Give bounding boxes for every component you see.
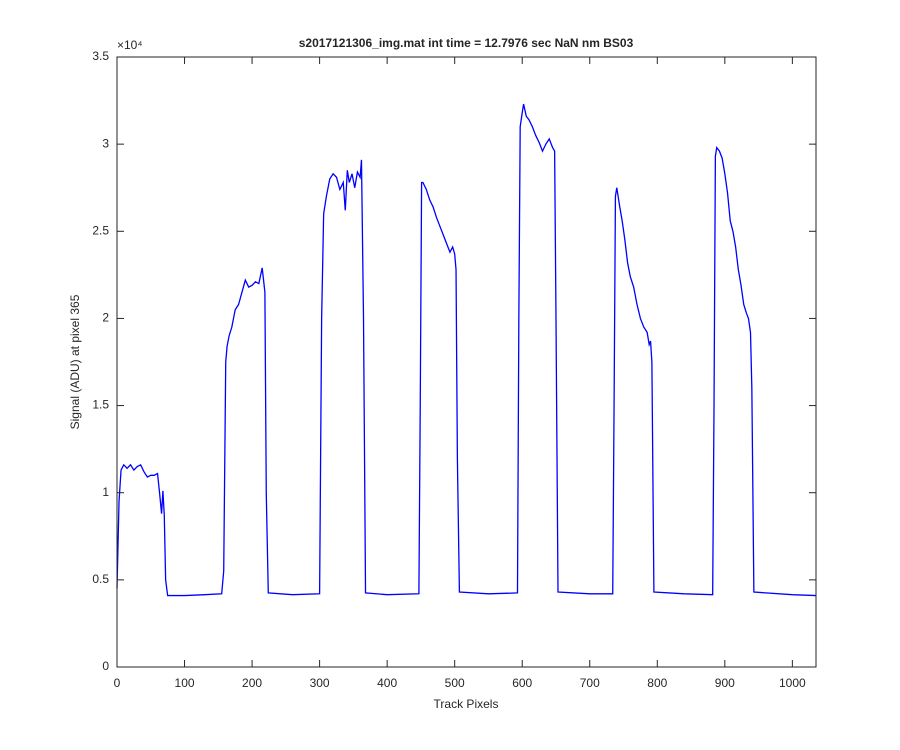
x-tick-label: 900 [715, 676, 735, 690]
y-axis-label: Signal (ADU) at pixel 365 [68, 294, 82, 429]
x-axis-label: Track Pixels [434, 697, 499, 711]
x-tick-label: 200 [242, 676, 262, 690]
y-tick-label: 1 [102, 485, 109, 499]
x-tick-label: 500 [445, 676, 465, 690]
x-tick-label: 400 [377, 676, 397, 690]
x-tick-label: 0 [114, 676, 121, 690]
y-tick-label: 0 [102, 659, 109, 673]
x-tick-label: 700 [580, 676, 600, 690]
x-tick-label: 800 [647, 676, 667, 690]
y-tick-label: 3.5 [92, 49, 109, 63]
y-exponent: ×10⁴ [117, 38, 143, 52]
axes-box [116, 56, 817, 668]
data-line [116, 103, 817, 597]
y-tick-label: 0.5 [92, 572, 109, 586]
y-tick-label: 1.5 [92, 398, 109, 412]
x-tick-label: 100 [175, 676, 195, 690]
x-tick-label: 600 [512, 676, 532, 690]
y-tick-label: 2 [102, 311, 109, 325]
x-tick-label: 300 [310, 676, 330, 690]
x-tick-label: 1000 [779, 676, 806, 690]
y-tick-label: 2.5 [92, 223, 109, 237]
chart-title: s2017121306_img.mat int time = 12.7976 s… [299, 36, 634, 50]
y-tick-label: 3 [102, 136, 109, 150]
